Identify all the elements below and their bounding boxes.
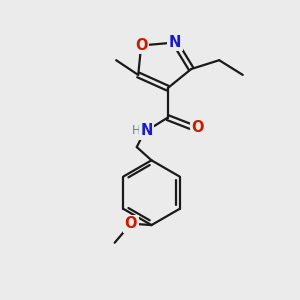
Text: N: N [140, 123, 153, 138]
Text: N: N [169, 35, 181, 50]
Text: O: O [135, 38, 147, 53]
Text: O: O [124, 216, 137, 231]
Text: H: H [131, 124, 140, 137]
Text: O: O [191, 120, 204, 135]
